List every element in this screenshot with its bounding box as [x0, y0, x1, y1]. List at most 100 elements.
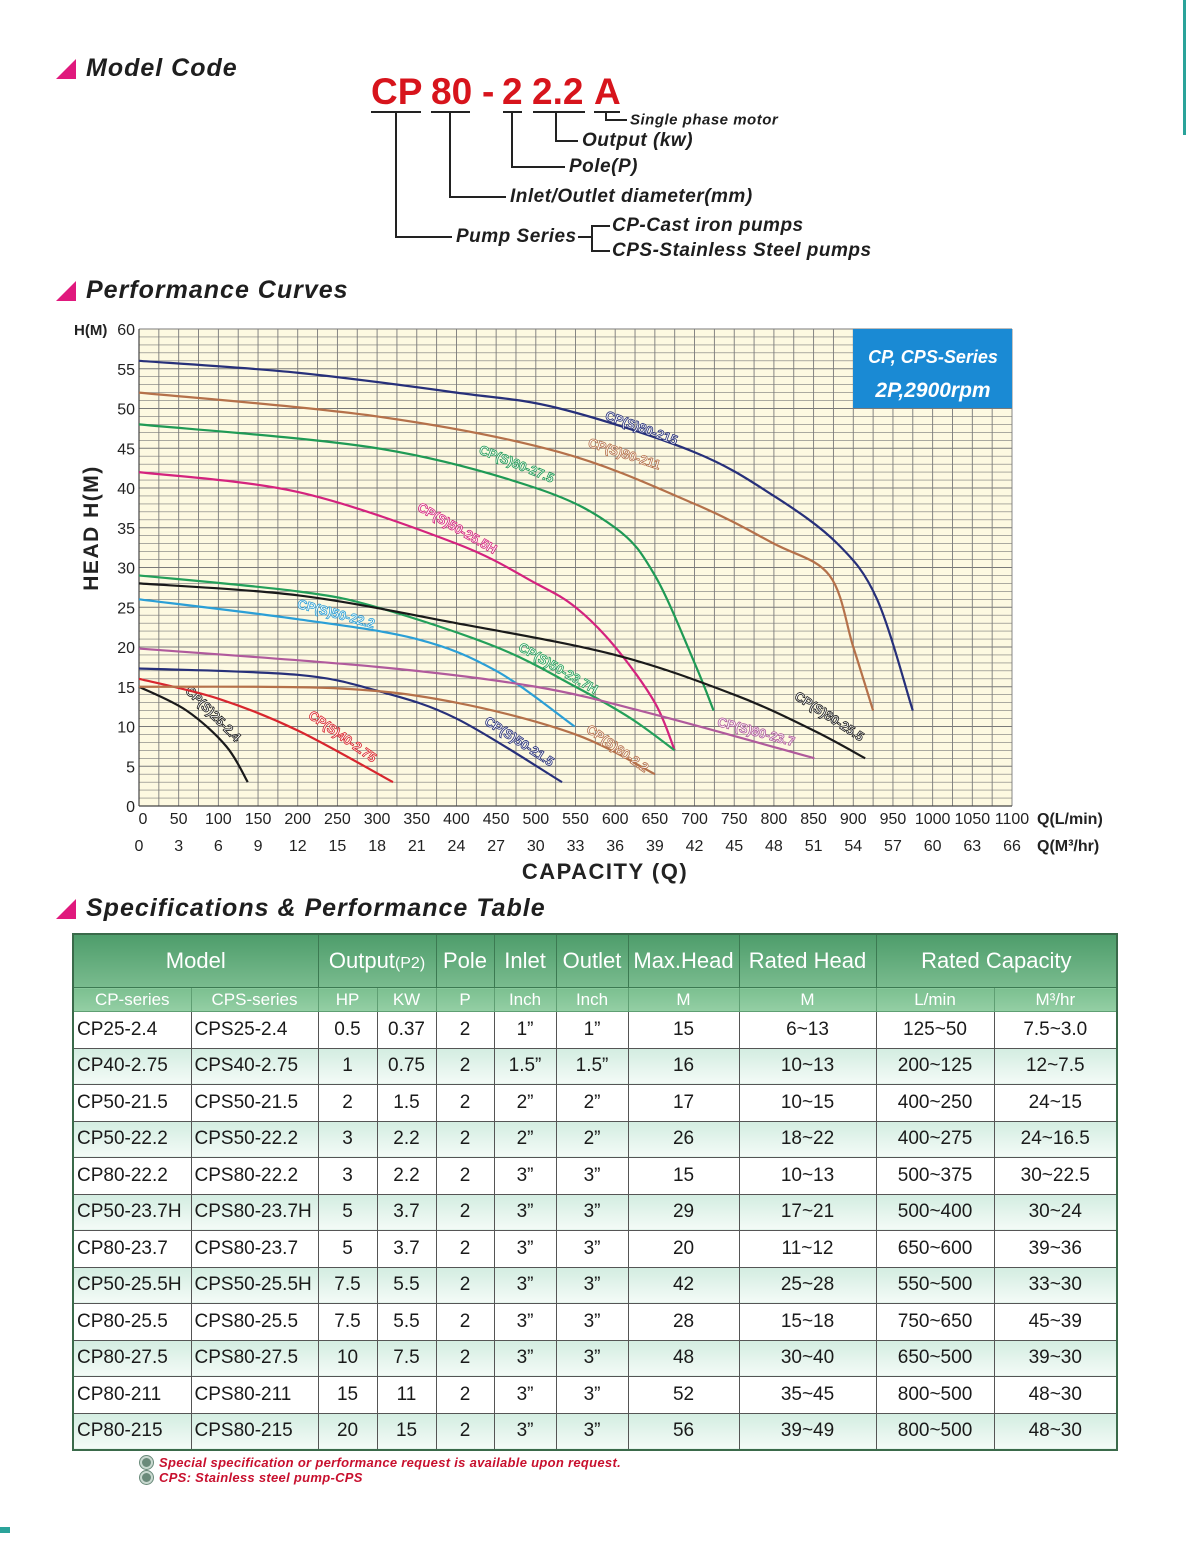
triangle-icon — [56, 280, 76, 301]
subheader-cell: CP-series — [72, 987, 192, 1012]
curve-cp-s-80-2-2 — [138, 685, 656, 776]
table-cell: CP50-22.2 — [72, 1120, 192, 1158]
table-cell: CP50-25.5H — [72, 1266, 192, 1304]
x2-tick-label: 24 — [448, 838, 466, 855]
y-axis-title: HEAD H(M) — [80, 465, 103, 590]
subheader-cell: HP — [317, 987, 378, 1012]
x-tick-label: 700 — [681, 811, 708, 828]
table-row: CP25-2.4 CPS25-2.4 0.5 0.37 2 1” 1” 15 6~13 125~5… — [72, 1011, 1118, 1049]
footnote-text: Special specification or performance req… — [159, 1455, 621, 1470]
x2-tick-label: 6 — [214, 838, 223, 855]
x-tick-label: 800 — [761, 811, 788, 828]
x-tick-label: 1100 — [995, 811, 1030, 828]
table-cell: 500~375 — [875, 1157, 995, 1195]
table-cell: 33~30 — [993, 1266, 1118, 1304]
x2-tick-label: 54 — [844, 838, 862, 855]
table-cell: 3” — [555, 1230, 629, 1268]
table-cell: 1” — [555, 1011, 629, 1049]
x2-tick-label: 36 — [606, 838, 624, 855]
x2-tick-label: 18 — [368, 838, 386, 855]
table-cell: 3” — [555, 1339, 629, 1377]
x-tick-label: 300 — [364, 811, 391, 828]
table-cell: 550~500 — [875, 1266, 995, 1304]
y-tick-label: 35 — [117, 521, 135, 538]
header-model: Model — [72, 933, 319, 988]
table-cell: CPS50-22.2 — [190, 1120, 319, 1158]
table-cell: 30~24 — [993, 1193, 1118, 1231]
table-cell: 26 — [627, 1120, 740, 1158]
curve-cp-s-50-23-7h — [138, 574, 676, 752]
x2-tick-label: 63 — [963, 838, 981, 855]
table-cell: 750~650 — [875, 1303, 995, 1341]
x-unit-label: Q(L/min) — [1037, 811, 1103, 828]
subheader-cell: M — [738, 987, 877, 1012]
table-cell: 3” — [493, 1193, 557, 1231]
table-cell: 3” — [493, 1230, 557, 1268]
y-tick-label: 55 — [117, 362, 135, 379]
table-cell: 2 — [435, 1303, 495, 1341]
table-cell: 2.2 — [376, 1157, 437, 1195]
x-tick-label: 950 — [880, 811, 907, 828]
table-cell: 24~15 — [993, 1084, 1118, 1122]
header-output-sub: (P2) — [394, 955, 426, 972]
table-cell: 39~49 — [738, 1412, 877, 1451]
subheader-cell: P — [435, 987, 495, 1012]
section-title-specs: Specifications & Performance Table — [56, 894, 546, 923]
y-tick-label: 10 — [117, 720, 135, 737]
table-cell: CP80-23.7 — [72, 1230, 192, 1268]
table-cell: 3” — [493, 1376, 557, 1414]
table-cell: 48~30 — [993, 1412, 1118, 1451]
bullet-icon — [140, 1456, 153, 1469]
table-cell: 3 — [317, 1157, 378, 1195]
table-cell: 7.5 — [317, 1266, 378, 1304]
label-pump-series: Pump Series — [456, 226, 577, 247]
table-cell: 650~600 — [875, 1230, 995, 1268]
x-tick-label: 400 — [443, 811, 470, 828]
code-part-diameter: 80 — [431, 71, 473, 112]
table-cell: 11 — [376, 1376, 437, 1414]
triangle-icon — [56, 58, 76, 79]
footnote: Special specification or performance req… — [140, 1455, 621, 1470]
table-cell: 15~18 — [738, 1303, 877, 1341]
curve-cp-s-80-27-5 — [138, 423, 715, 712]
code-part-output: 2.2 — [532, 71, 584, 112]
table-cell: 35~45 — [738, 1376, 877, 1414]
x-tick-label: 200 — [284, 811, 311, 828]
x2-tick-label: 15 — [329, 838, 347, 855]
spec-table: Model Output(P2) Pole Inlet Outlet Max.H… — [72, 933, 1119, 1451]
x-tick-label: 550 — [562, 811, 589, 828]
table-cell: 2” — [555, 1084, 629, 1122]
y-tick-label: 25 — [117, 600, 135, 617]
table-cell: 48 — [627, 1339, 740, 1377]
table-row: CP80-27.5 CPS80-27.5 10 7.5 2 3” 3” 48 30~40 650~… — [72, 1339, 1118, 1377]
table-cell: 3 — [317, 1120, 378, 1158]
label-single-phase: Single phase motor — [630, 111, 779, 129]
x2-tick-label: 9 — [254, 838, 263, 855]
table-cell: CP25-2.4 — [72, 1011, 192, 1049]
subheader-cell: M — [627, 987, 740, 1012]
curve-cp-s-80-211 — [138, 391, 875, 711]
footnote: CPS: Stainless steel pump-CPS — [140, 1470, 363, 1485]
table-cell: 11~12 — [738, 1230, 877, 1268]
x2-unit-label: Q(M³/hr) — [1037, 838, 1099, 855]
table-row: CP80-215 CPS80-215 20 15 2 3” 3” 56 39~49 800~500… — [72, 1412, 1118, 1451]
x2-tick-label: 12 — [289, 838, 307, 855]
table-row: CP80-23.7 CPS80-23.7 5 3.7 2 3” 3” 20 11~12 650~6… — [72, 1230, 1118, 1268]
section-title-model-code: Model Code — [56, 54, 238, 83]
table-subheader-row: CP-series CPS-series HP KW P Inch Inch M M L/min M… — [72, 987, 1118, 1012]
header-rated-capacity: Rated Capacity — [875, 933, 1118, 988]
table-cell: 2 — [435, 1266, 495, 1304]
x2-tick-label: 42 — [686, 838, 704, 855]
x-tick-label: 50 — [170, 811, 188, 828]
x-tick-label: 250 — [324, 811, 351, 828]
section-title-text: Specifications & Performance Table — [86, 894, 546, 922]
table-cell: 52 — [627, 1376, 740, 1414]
table-cell: 5 — [317, 1230, 378, 1268]
table-cell: 1.5” — [493, 1047, 557, 1085]
x-tick-label: 600 — [602, 811, 629, 828]
table-cell: 0.37 — [376, 1011, 437, 1049]
table-cell: 30~22.5 — [993, 1157, 1118, 1195]
model-code-diagram-lines — [371, 111, 627, 252]
table-cell: 2” — [493, 1084, 557, 1122]
table-cell: 15 — [627, 1011, 740, 1049]
